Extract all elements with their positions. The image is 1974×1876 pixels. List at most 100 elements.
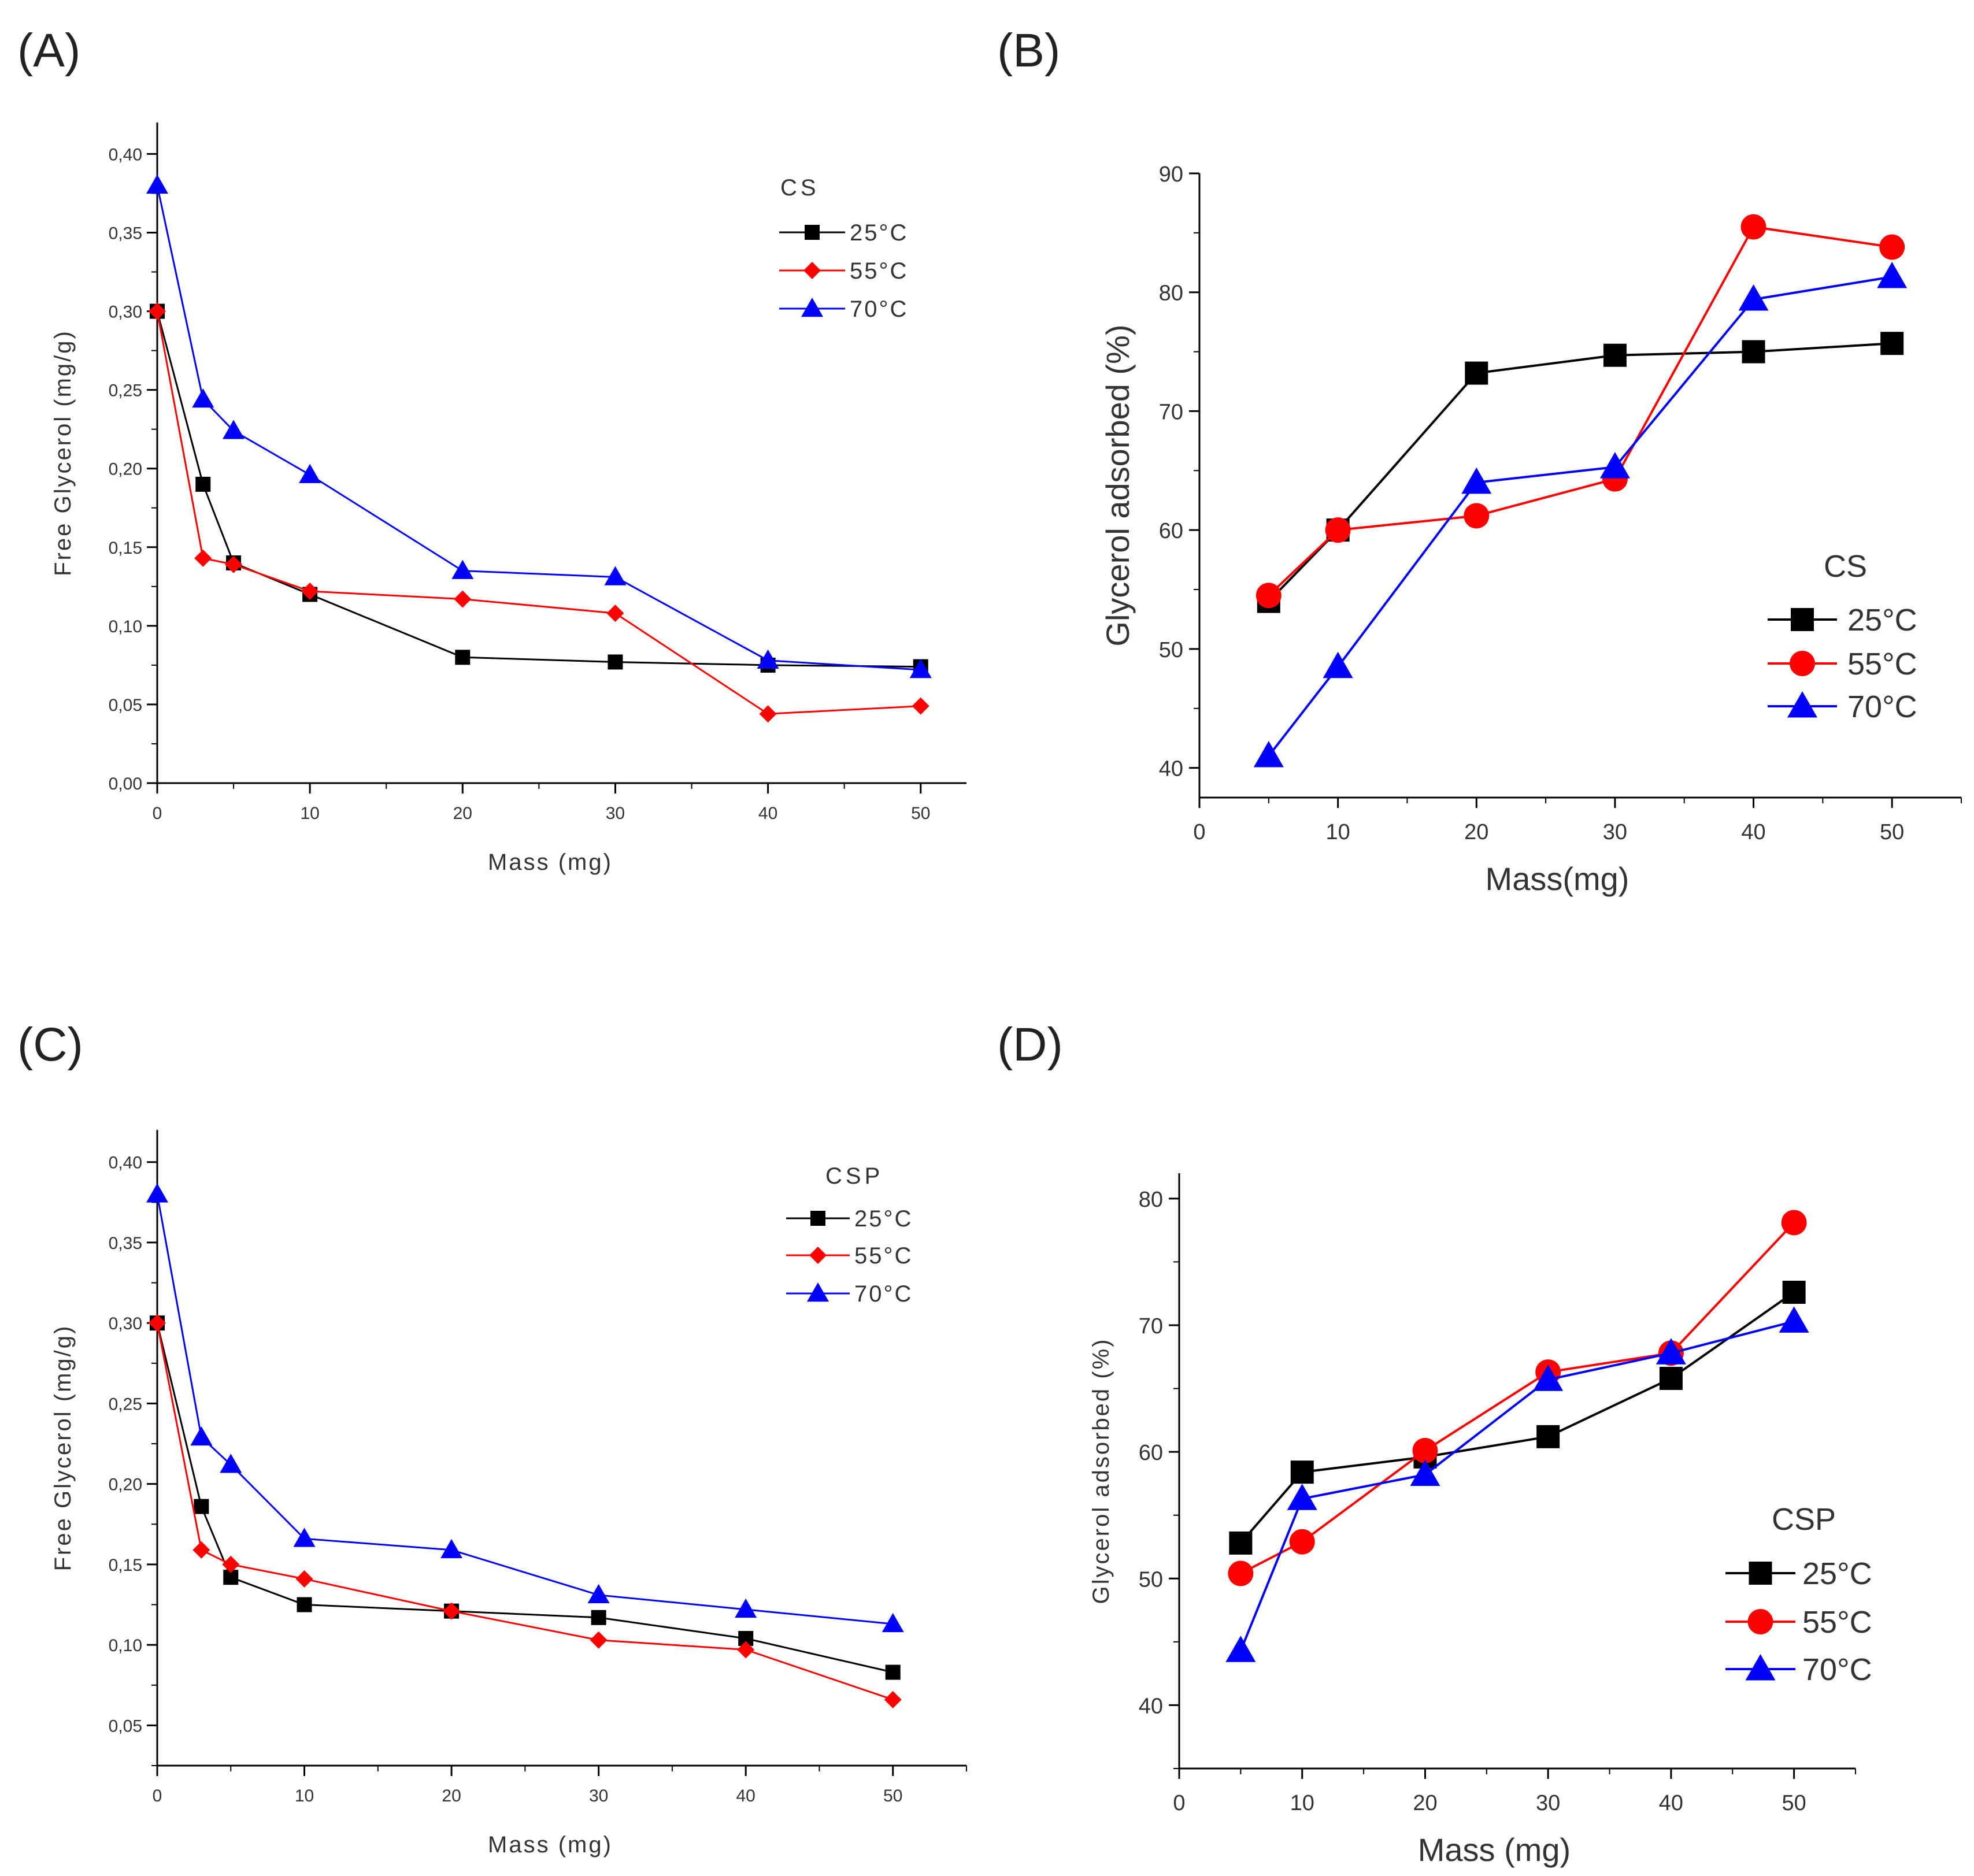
y-tick-label-C: 0,40 xyxy=(109,1154,142,1173)
data-point-C-1-1 xyxy=(192,1541,210,1559)
data-point-B-1-2 xyxy=(1464,503,1490,529)
x-tick-label-B: 50 xyxy=(1880,820,1904,844)
data-point-C-2-4 xyxy=(440,1538,463,1559)
y-tick-label-A: 0,20 xyxy=(109,460,142,479)
legend-marker-C-0 xyxy=(810,1211,825,1226)
data-point-B-2-5 xyxy=(1877,261,1908,288)
data-point-A-2-3 xyxy=(299,464,321,483)
x-tick-label-C: 10 xyxy=(295,1786,314,1805)
legend-marker-B-2 xyxy=(1787,691,1817,718)
legend-marker-A-1 xyxy=(803,262,821,279)
legend-title-D: CSP xyxy=(1772,1502,1836,1537)
x-tick-label-D: 50 xyxy=(1782,1791,1806,1815)
y-tick-label-A: 0,10 xyxy=(109,617,142,636)
legend-label-C-1: 55°C xyxy=(854,1243,913,1269)
data-point-D-0-0 xyxy=(1229,1531,1253,1555)
legend-label-A-0: 25°C xyxy=(850,220,908,246)
y-tick-label-A: 0,40 xyxy=(109,145,142,164)
data-point-B-1-1 xyxy=(1325,517,1351,543)
y-axis-title-D: Glycerol adsorbed (%) xyxy=(1088,1338,1114,1604)
panel-label-C: (C) xyxy=(17,1018,83,1071)
data-point-B-2-3 xyxy=(1599,452,1630,479)
y-tick-label-D: 80 xyxy=(1139,1188,1163,1212)
x-axis-title-C: Mass (mg) xyxy=(488,1832,613,1858)
data-point-C-2-7 xyxy=(882,1612,904,1633)
data-point-B-2-4 xyxy=(1738,284,1769,311)
series-line-D-2 xyxy=(1239,1320,1795,1651)
data-point-D-1-0 xyxy=(1228,1560,1254,1586)
data-point-C-2-0 xyxy=(146,1183,168,1203)
chart-D: (D) 0 10 20 30 40 50 40 50 60 70 80 Mass (mg) Glycero… xyxy=(997,1018,1872,1868)
legend-label-D-0: 25°C xyxy=(1802,1556,1872,1591)
chart-B: (B) 0 10 20 30 40 50 40 50 60 70 80 90 Mass(mg) Glycer… xyxy=(997,24,1962,897)
data-point-A-2-6 xyxy=(757,649,779,669)
x-tick-label-C: 50 xyxy=(883,1786,902,1805)
data-point-C-2-3 xyxy=(293,1528,316,1547)
x-tick-label-A: 0 xyxy=(153,804,162,823)
x-tick-label-C: 30 xyxy=(589,1786,608,1805)
legend-label-C-0: 25°C xyxy=(854,1206,913,1232)
x-tick-label-B: 10 xyxy=(1325,820,1350,844)
data-point-D-0-1 xyxy=(1290,1460,1314,1484)
data-point-B-0-3 xyxy=(1603,343,1627,367)
data-point-A-1-5 xyxy=(606,605,624,622)
chart-A: (A) 0 10 20 30 40 50 0,00 0,05 0,10 0,15 0,20 0,25 0,… xyxy=(17,24,966,875)
data-point-B-0-5 xyxy=(1880,332,1904,355)
data-point-D-1-1 xyxy=(1289,1529,1315,1555)
x-axis-title-B: Mass(mg) xyxy=(1486,861,1629,897)
x-tick-label-A: 30 xyxy=(606,804,625,823)
x-tick-label-C: 20 xyxy=(442,1786,461,1805)
y-tick-label-D: 50 xyxy=(1139,1567,1163,1592)
data-point-A-2-5 xyxy=(604,566,627,585)
data-point-A-1-0 xyxy=(149,302,166,320)
data-point-A-1-6 xyxy=(759,705,777,723)
legend-label-A-1: 55°C xyxy=(850,258,908,284)
y-tick-label-D: 70 xyxy=(1139,1314,1163,1339)
data-point-A-1-4 xyxy=(454,590,472,608)
data-point-D-1-2 xyxy=(1412,1437,1438,1463)
legend-marker-A-2 xyxy=(801,298,823,317)
data-point-A-2-4 xyxy=(451,559,474,579)
legend-marker-C-2 xyxy=(807,1282,829,1302)
x-tick-label-D: 20 xyxy=(1413,1791,1437,1815)
x-tick-label-B: 30 xyxy=(1603,820,1627,844)
x-tick-label-D: 40 xyxy=(1659,1791,1683,1815)
y-tick-label-A: 0,15 xyxy=(109,539,142,558)
x-tick-label-A: 10 xyxy=(300,804,319,823)
y-tick-label-A: 0,35 xyxy=(109,224,142,243)
data-point-C-2-2 xyxy=(220,1454,242,1473)
data-point-D-2-0 xyxy=(1225,1636,1256,1662)
data-point-B-0-4 xyxy=(1742,340,1765,364)
y-tick-label-B: 60 xyxy=(1159,519,1183,543)
x-tick-label-A: 40 xyxy=(758,804,777,823)
legend-title-B: CS xyxy=(1824,549,1867,584)
legend-label-A-2: 70°C xyxy=(850,296,908,322)
y-tick-label-C: 0,20 xyxy=(109,1475,142,1495)
data-point-D-2-4 xyxy=(1656,1338,1686,1365)
y-axis-title-B: Glycerol adsorbed (%) xyxy=(1099,324,1136,646)
data-point-D-2-5 xyxy=(1779,1306,1809,1333)
x-axis-title-A: Mass (mg) xyxy=(488,850,613,875)
x-tick-label-C: 40 xyxy=(736,1786,755,1805)
data-point-A-1-7 xyxy=(912,697,929,715)
data-point-C-0-7 xyxy=(885,1664,901,1680)
series-line-A-0 xyxy=(156,311,921,668)
y-tick-label-B: 50 xyxy=(1159,638,1183,662)
data-point-D-0-4 xyxy=(1659,1367,1683,1391)
y-tick-label-B: 90 xyxy=(1159,162,1183,187)
y-tick-label-C: 0,05 xyxy=(109,1716,142,1736)
series-line-D-0 xyxy=(1239,1291,1795,1544)
data-point-A-0-1 xyxy=(195,476,211,492)
data-point-C-0-5 xyxy=(591,1610,606,1625)
legend-marker-A-0 xyxy=(805,225,820,240)
panel-label-D: (D) xyxy=(997,1018,1063,1071)
legend-title-C: CSP xyxy=(825,1163,883,1189)
y-tick-label-A: 0,00 xyxy=(109,774,142,794)
data-point-A-2-7 xyxy=(909,659,932,679)
legend-marker-D-1 xyxy=(1747,1609,1773,1634)
data-point-A-1-2 xyxy=(225,555,243,573)
legend-marker-B-0 xyxy=(1791,608,1814,631)
data-point-D-2-3 xyxy=(1533,1365,1564,1391)
legend-marker-B-1 xyxy=(1790,651,1815,676)
